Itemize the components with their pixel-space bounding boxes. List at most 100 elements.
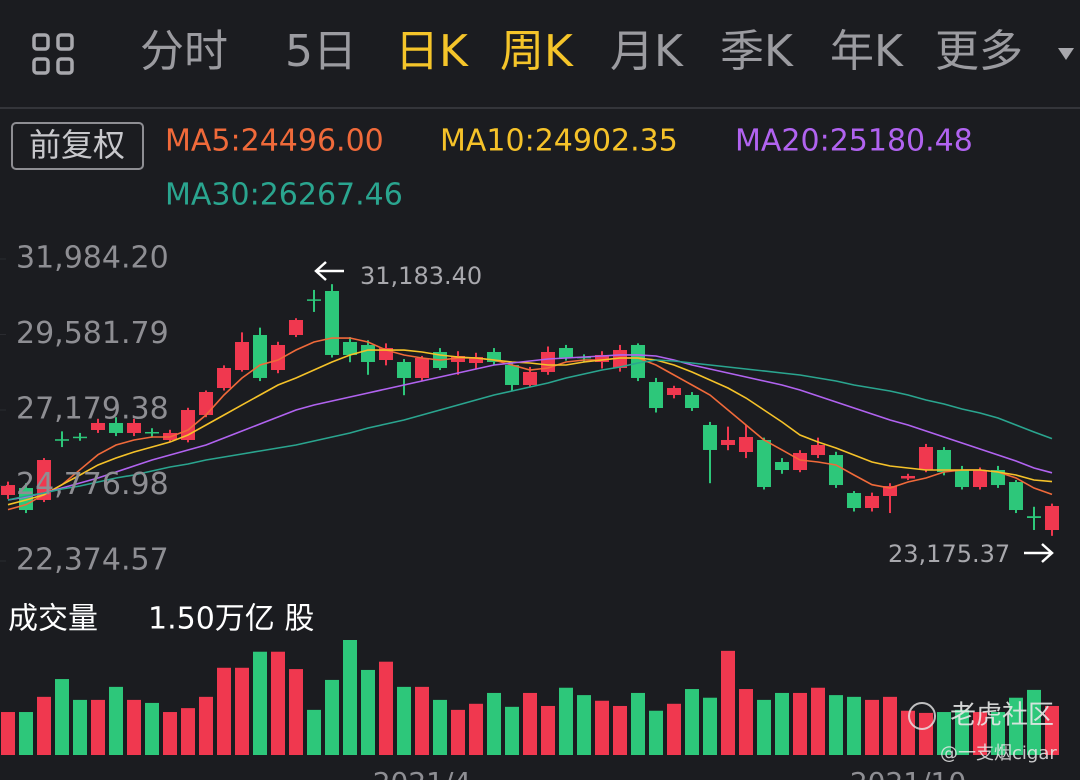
candle-body [973, 470, 987, 488]
watermark-brand: 老虎社区 [950, 701, 1054, 731]
volume-bar [739, 689, 753, 755]
volume-title: 成交量 [8, 602, 98, 637]
y-tick-label: 27,179.38 [16, 392, 169, 427]
low-arrow [1024, 543, 1054, 563]
more-caret[interactable] [1058, 48, 1074, 60]
candle-body [559, 348, 573, 359]
volume-bar [73, 699, 87, 755]
volume-bar [1027, 689, 1041, 755]
tab[interactable]: 5日 [285, 26, 357, 77]
ma-line [7, 359, 1053, 501]
volume-bar [415, 686, 429, 755]
grid-icon[interactable] [32, 33, 74, 75]
ma-line [7, 349, 1053, 506]
volume-bar [235, 667, 249, 755]
volume-bar [919, 712, 933, 755]
volume-bar [937, 712, 951, 755]
candle-body [55, 439, 69, 441]
volume-bar [199, 696, 213, 755]
candle-body [757, 439, 771, 488]
candle-body [145, 431, 159, 434]
volume-bar [955, 709, 969, 755]
tab[interactable]: 周K [500, 26, 574, 77]
candle-body [397, 361, 411, 378]
volume-bar [1045, 705, 1059, 755]
watermark-author: @一支烟cigar [940, 743, 1057, 764]
candle-body [793, 453, 807, 471]
candle-body [739, 437, 753, 452]
candle-body [1027, 516, 1041, 518]
candle-body [253, 334, 267, 378]
candle-body [217, 367, 231, 389]
candle-body [19, 488, 33, 511]
candle-body [595, 354, 609, 362]
legend-entry: MA10:24902.35 [440, 124, 678, 159]
tab-bar: 分时 5日 日K 周K 月K 季K 年K 更多 [140, 26, 1023, 77]
volume-bar [1, 712, 15, 755]
volume-bar [577, 695, 591, 755]
volume-bar [379, 661, 393, 755]
candle-body [775, 461, 789, 471]
ma-line [7, 337, 1053, 511]
volume-bar [289, 669, 303, 755]
volume-bar [469, 703, 483, 755]
volume-bar [217, 667, 231, 755]
y-tick-label: 29,581.79 [16, 316, 169, 351]
volume-bar [109, 686, 123, 755]
candle-body [1, 485, 15, 495]
candle-body [451, 355, 465, 362]
candle-body [343, 342, 357, 355]
candle-body [667, 388, 681, 395]
candle-body [883, 486, 897, 496]
tab[interactable]: 月K [610, 26, 684, 77]
volume-bar [865, 699, 879, 755]
volume-bar [433, 699, 447, 755]
adjust-button-frame[interactable] [11, 122, 144, 170]
watermark-logo [908, 702, 936, 730]
tab[interactable]: 季K [720, 26, 794, 77]
candle-body [469, 356, 483, 363]
candle-body [901, 475, 915, 479]
volume-bar [253, 651, 267, 755]
volume-bar [667, 703, 681, 755]
volume-bar [19, 712, 33, 755]
volume-bar [271, 651, 285, 755]
candle-body [523, 371, 537, 385]
legend-entry: MA5:24496.00 [165, 124, 384, 159]
candle-body [127, 422, 141, 433]
candle-body [73, 436, 87, 439]
volume-bar [343, 640, 357, 755]
volume-bar [127, 699, 141, 755]
volume-bar [973, 712, 987, 755]
y-tick-label: 31,984.20 [16, 241, 169, 276]
volume-bar [991, 712, 1005, 755]
legend-entry: MA20:25180.48 [735, 124, 973, 159]
tab[interactable]: 年K [830, 26, 904, 77]
candle-body [415, 358, 429, 378]
volume-bar [487, 692, 501, 755]
candle-body [685, 394, 699, 409]
candle-body [37, 460, 51, 500]
tab[interactable]: 更多 [935, 26, 1023, 77]
volume-plot [1, 640, 1059, 755]
volume-bar [451, 709, 465, 755]
volume-bar [883, 696, 897, 755]
adjust-button[interactable]: 前复权 [29, 126, 125, 164]
volume-bar [307, 709, 321, 755]
volume-bar [91, 699, 105, 755]
volume-bar [613, 705, 627, 755]
candle-body [307, 299, 321, 301]
candle-body [109, 422, 123, 433]
tab[interactable]: 日K [395, 26, 469, 77]
ma-line [7, 354, 1053, 501]
candle-body [289, 320, 303, 335]
volume-bar [901, 710, 915, 755]
candle-body [271, 344, 285, 371]
x-tick-label: 2021/10 [850, 766, 966, 780]
tab[interactable]: 分时 [140, 26, 228, 77]
extreme-label: 23,175.37 [888, 540, 1010, 568]
volume-bar [181, 708, 195, 755]
